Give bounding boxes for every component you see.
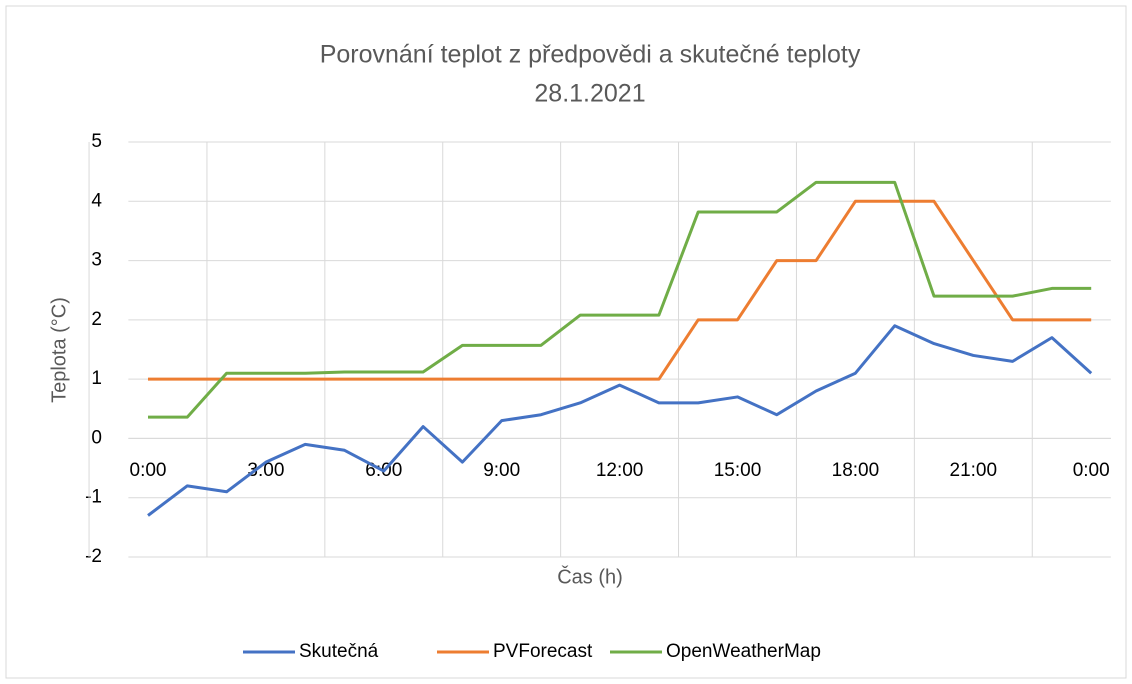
chart-subtitle: 28.1.2021 (534, 80, 645, 108)
x-tick-label: 3:00 (247, 460, 284, 481)
series-line (147, 324, 1093, 517)
x-axis-title: Čas (h) (557, 565, 623, 588)
x-tick-label: 9:00 (483, 460, 520, 481)
legend-label: OpenWeatherMap (666, 641, 821, 662)
y-tick-label: 4 (91, 190, 102, 211)
chart-border (5, 5, 1127, 679)
x-tick-label: 0:00 (1073, 460, 1110, 481)
y-tick-label: 0 (91, 427, 102, 448)
legend-label: PVForecast (493, 641, 593, 662)
x-tick-label: 21:00 (950, 460, 998, 481)
x-tick-label: 18:00 (832, 460, 880, 481)
y-tick-label: 1 (91, 368, 102, 389)
y-axis-title: Teplota (°C) (48, 297, 70, 403)
legend-label: Skutečná (299, 641, 379, 662)
x-tick-label: 15:00 (714, 460, 762, 481)
y-tick-label: -1 (85, 487, 102, 508)
y-tick-label: 3 (91, 250, 102, 271)
y-tick-label: 5 (91, 131, 102, 152)
chart-title: Porovnání teplot z předpovědi a skutečné… (320, 41, 861, 69)
x-tick-label: 12:00 (596, 460, 644, 481)
y-tick-label: -2 (85, 546, 102, 567)
series-line (148, 199, 1092, 381)
x-tick-label: 0:00 (130, 460, 167, 481)
y-tick-label: 2 (91, 309, 102, 330)
series-line (148, 180, 1092, 419)
